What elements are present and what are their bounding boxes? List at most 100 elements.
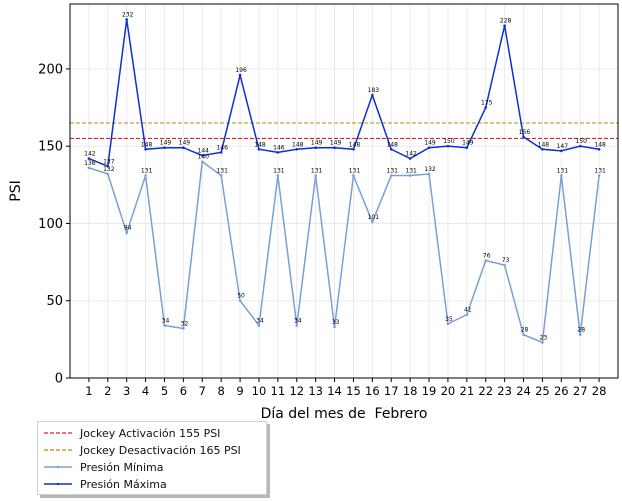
legend-label-activation: Jockey Activación 155 PSI xyxy=(80,426,221,440)
legend-item-deactivation: Jockey Desactivación 165 PSI xyxy=(44,442,241,458)
point-max xyxy=(522,135,525,139)
x-tick-label: 27 xyxy=(573,384,588,398)
x-tick-label: 3 xyxy=(123,384,130,398)
data-label-min: 131 xyxy=(387,168,399,175)
x-tick-label: 28 xyxy=(592,384,607,398)
data-label-min: 131 xyxy=(557,168,569,175)
x-tick-label: 14 xyxy=(327,384,342,398)
data-label-min: 131 xyxy=(273,168,285,175)
point-min xyxy=(276,174,280,177)
point-max xyxy=(408,157,412,160)
data-label-max: 142 xyxy=(84,151,96,158)
data-label-min: 41 xyxy=(464,307,472,314)
point-max xyxy=(389,147,393,151)
point-max xyxy=(352,147,355,151)
data-label-max: 232 xyxy=(122,11,134,18)
point-min xyxy=(446,322,450,326)
point-min xyxy=(87,166,91,170)
data-label-max: 142 xyxy=(405,151,417,158)
point-min xyxy=(484,259,488,262)
x-tick-label: 9 xyxy=(236,384,243,398)
data-label-min: 131 xyxy=(216,168,228,175)
legend-label-deactivation: Jockey Desactivación 165 PSI xyxy=(80,443,241,457)
y-tick-label: 50 xyxy=(46,294,63,309)
legend-item-activation: Jockey Activación 155 PSI xyxy=(44,425,220,441)
data-label-max: 146 xyxy=(273,144,285,151)
data-label-min: 23 xyxy=(540,334,548,341)
data-label-max: 149 xyxy=(330,140,342,147)
legend-label-min: Presión Mínima xyxy=(80,460,164,474)
x-tick-label: 13 xyxy=(308,384,323,398)
point-min xyxy=(408,174,412,177)
data-label-min: 28 xyxy=(577,327,585,334)
legend: Jockey Activación 155 PSI Jockey Desacti… xyxy=(37,421,267,495)
point-min xyxy=(295,324,299,327)
x-tick-label: 17 xyxy=(384,384,399,398)
data-label-min: 131 xyxy=(349,168,361,175)
x-tick-label: 12 xyxy=(289,384,304,398)
point-min xyxy=(352,174,355,177)
x-tick-label: 10 xyxy=(252,384,267,398)
x-tick-label: 23 xyxy=(497,384,512,398)
data-label-min: 33 xyxy=(332,319,340,326)
point-min xyxy=(389,174,393,177)
point-max xyxy=(238,73,242,77)
grid xyxy=(70,4,618,379)
point-min xyxy=(144,174,147,177)
x-tick-label: 7 xyxy=(199,384,206,398)
data-label-min: 132 xyxy=(424,166,436,173)
point-max xyxy=(503,24,506,27)
data-label-min: 131 xyxy=(594,168,606,175)
light-blue-line-icon xyxy=(44,465,72,469)
x-tick-label: 6 xyxy=(180,384,187,398)
point-max xyxy=(182,146,185,150)
x-tick-label: 2 xyxy=(104,384,111,398)
data-label-max: 148 xyxy=(141,141,153,148)
point-max xyxy=(314,146,317,150)
point-max xyxy=(219,151,223,154)
point-min xyxy=(578,333,582,337)
point-min xyxy=(560,174,563,177)
data-label-min: 34 xyxy=(162,317,170,324)
plot-frame xyxy=(69,3,619,379)
series-line-max xyxy=(88,19,600,168)
data-label-min: 32 xyxy=(181,321,189,328)
point-min xyxy=(106,172,110,176)
x-tick-label: 19 xyxy=(422,384,437,398)
data-labels: 136 132 94 131 34 32 140 131 50 34 131 34 131 33 131 10… xyxy=(84,11,606,341)
point-min xyxy=(125,231,128,235)
point-max xyxy=(144,147,147,151)
point-min xyxy=(200,160,204,163)
point-min xyxy=(314,174,317,177)
data-label-max: 150 xyxy=(443,138,455,145)
point-min xyxy=(333,325,336,329)
series-line-min xyxy=(88,160,600,344)
data-label-min: 131 xyxy=(311,168,323,175)
data-label-max: 228 xyxy=(500,18,512,25)
legend-item-max: Presión Máxima xyxy=(44,476,167,492)
data-label-max: 137 xyxy=(103,158,115,165)
x-tick-label: 18 xyxy=(403,384,418,398)
data-label-min: 101 xyxy=(368,214,380,221)
point-max xyxy=(371,93,374,97)
data-label-max: 148 xyxy=(254,141,266,148)
y-tick-label: 0 xyxy=(55,372,63,387)
x-tick-label: 25 xyxy=(535,384,550,398)
point-max xyxy=(446,144,450,148)
data-label-min: 94 xyxy=(124,225,132,232)
reference-lines xyxy=(70,122,618,140)
point-max xyxy=(427,146,431,150)
data-label-max: 148 xyxy=(387,141,399,148)
point-max xyxy=(333,146,336,150)
y-tick-label: 100 xyxy=(38,217,63,232)
y-axis-label: PSI xyxy=(8,180,24,201)
data-label-min: 131 xyxy=(141,168,153,175)
data-label-max: 175 xyxy=(481,100,493,107)
x-tick-label: 20 xyxy=(441,384,456,398)
data-label-max: 146 xyxy=(216,144,228,151)
point-max xyxy=(597,147,601,151)
point-max xyxy=(484,106,488,109)
point-min xyxy=(182,327,185,330)
